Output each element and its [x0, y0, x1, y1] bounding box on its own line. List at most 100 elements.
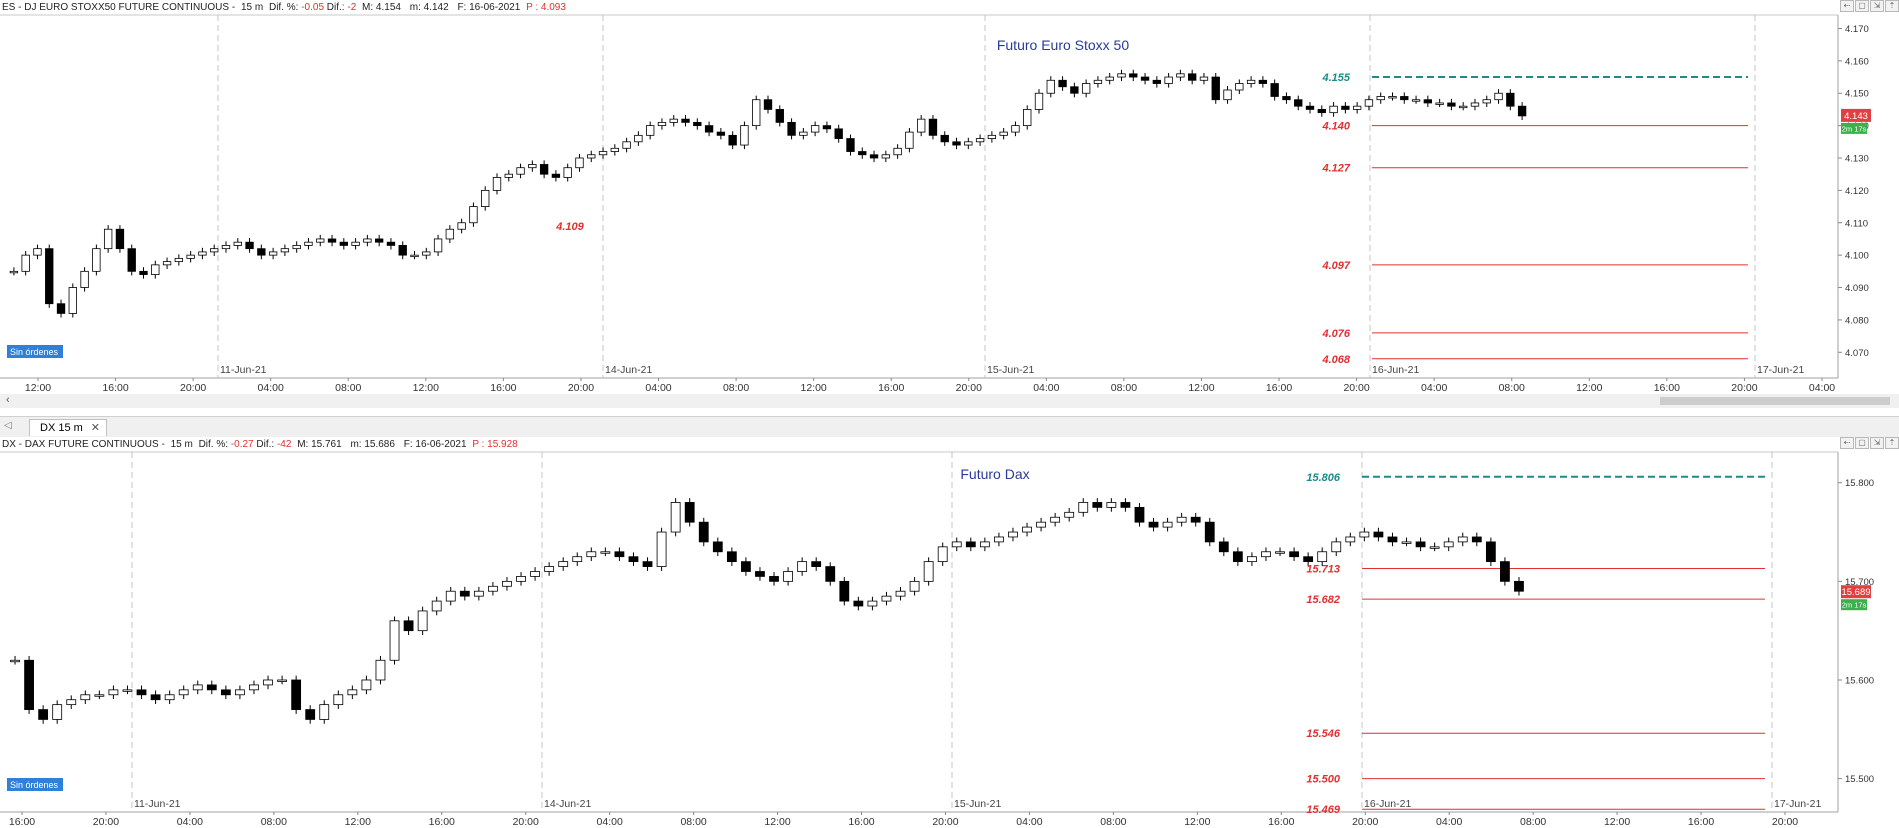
candle-body [192, 684, 203, 691]
candle-body [1218, 541, 1229, 553]
panel-toolbar: ⇠ ▢ ⇲ ⇡ [1840, 0, 1899, 14]
candle-body [80, 694, 91, 701]
y-tick-label: 4.120 [1845, 186, 1869, 197]
candle-body [563, 167, 572, 178]
scroll-left-arrow-icon[interactable]: ‹ [6, 394, 10, 406]
candle-body [1341, 105, 1350, 110]
candle-body [1176, 516, 1187, 523]
candle-body [1423, 99, 1433, 104]
x-tick-label: 04:00 [1033, 382, 1059, 394]
x-tick-label: 20:00 [93, 816, 119, 828]
tab-dx-15m[interactable]: DX 15 m ✕ [29, 419, 107, 436]
last-price-badge [1841, 108, 1871, 122]
candle-body [799, 131, 808, 136]
panel-toolbar: ⇠ ▢ ⇲ ⇡ [1840, 437, 1899, 451]
candle-body [783, 571, 793, 582]
candle-body [539, 164, 549, 175]
candle-body [1482, 99, 1491, 104]
x-tick-label: 12:00 [801, 382, 827, 394]
timer-badge [1841, 599, 1867, 611]
candle-body [1443, 541, 1454, 548]
candle-body [987, 134, 997, 139]
date-label: 17-Jun-21 [1774, 798, 1821, 810]
candle-body [893, 147, 902, 156]
candle-body [1289, 551, 1299, 558]
date-value: F: 16-06-2021 [457, 2, 521, 13]
candle-body [1093, 79, 1103, 84]
max-value: M: 15.761 [297, 439, 342, 450]
candle-body [257, 248, 266, 256]
candle-body [431, 600, 442, 612]
candle-body [1388, 96, 1397, 99]
dax-chart[interactable]: 11-Jun-21 14-Jun-21 15-Jun-21 16-Jun-21 17-J… [0, 437, 1899, 828]
x-tick-label: 20:00 [568, 382, 594, 394]
candle-body [670, 502, 681, 533]
dax-chart-panel[interactable]: DX - DAX FUTURE CONTINUOUS - 15 m Dif. %… [0, 437, 1899, 828]
candle-body [277, 679, 287, 682]
candle-body [1199, 76, 1209, 81]
candle-body [1092, 502, 1103, 508]
candle-body [769, 576, 779, 582]
horizontal-scrollbar[interactable]: ‹ [0, 394, 1899, 408]
window-button[interactable]: ⇲ [1870, 437, 1884, 449]
window-button[interactable]: ⇠ [1840, 437, 1854, 449]
candle-body [994, 536, 1004, 543]
candle-body [979, 541, 990, 548]
candle-body [642, 561, 653, 567]
x-tick-label: 12:00 [413, 382, 439, 394]
candle-body [1345, 536, 1356, 543]
y-tick-label: 15.600 [1845, 675, 1874, 686]
window-button[interactable]: ⇲ [1870, 0, 1884, 12]
date-label: 14-Jun-21 [544, 798, 591, 810]
candle-body [740, 125, 749, 146]
candle-body [965, 541, 976, 548]
euro-stoxx-info-bar: ES - DJ EURO STOXX50 FUTURE CONTINUOUS -… [2, 1, 566, 15]
candle-body [502, 580, 512, 587]
timeframe-label: 15 m [170, 439, 193, 450]
window-button[interactable]: ▢ [1855, 0, 1869, 12]
candle-body [1359, 531, 1370, 538]
candle-body [698, 521, 709, 543]
x-tick-label: 04:00 [1421, 382, 1447, 394]
candle-body [80, 270, 89, 288]
resistance-label: 15.806 [1306, 472, 1341, 484]
candle-body [1261, 551, 1271, 558]
candle-body [951, 541, 962, 548]
support-label: 4.076 [1321, 328, 1350, 340]
y-tick-label: 15.800 [1845, 478, 1874, 489]
candle-body [614, 551, 625, 558]
candle-body [1008, 531, 1018, 538]
candle-body [38, 709, 49, 720]
x-tick-label: 20:00 [932, 816, 958, 828]
x-tick-label: 16:00 [848, 816, 874, 828]
candle-body [551, 173, 561, 178]
candle-body [492, 177, 502, 191]
x-tick-label: 04:00 [1809, 382, 1835, 394]
x-tick-label: 20:00 [1343, 382, 1369, 394]
window-button[interactable]: ⇠ [1840, 0, 1854, 12]
candle-body [712, 541, 723, 553]
candle-body [1485, 541, 1496, 563]
candle-body [1204, 521, 1215, 543]
candle-body [1211, 76, 1220, 101]
support-label: 4.097 [1321, 260, 1350, 272]
x-tick-label: 16:00 [1688, 816, 1714, 828]
candle-body [1011, 125, 1020, 133]
euro-stoxx-chart[interactable]: 11-Jun-21 14-Jun-21 15-Jun-21 16-Jun-21 17-J… [0, 0, 1899, 394]
scrollbar-thumb[interactable] [1660, 397, 1890, 405]
candle-body [305, 709, 316, 720]
x-tick-label: 08:00 [261, 816, 287, 828]
candle-body [235, 689, 245, 696]
candle-body [68, 287, 77, 314]
candle-body [469, 206, 478, 224]
close-icon[interactable]: ✕ [90, 422, 100, 434]
euro-stoxx-chart-panel[interactable]: ES - DJ EURO STOXX50 FUTURE CONTINUOUS -… [0, 0, 1899, 394]
candle-body [684, 502, 695, 523]
candle-body [726, 551, 737, 563]
candle-body [1457, 536, 1468, 543]
candle-body [1373, 531, 1384, 538]
candle-body [220, 689, 231, 696]
candle-body [787, 121, 796, 136]
tab-arrow-icon[interactable]: ◁ [4, 420, 12, 431]
window-button[interactable]: ▢ [1855, 437, 1869, 449]
